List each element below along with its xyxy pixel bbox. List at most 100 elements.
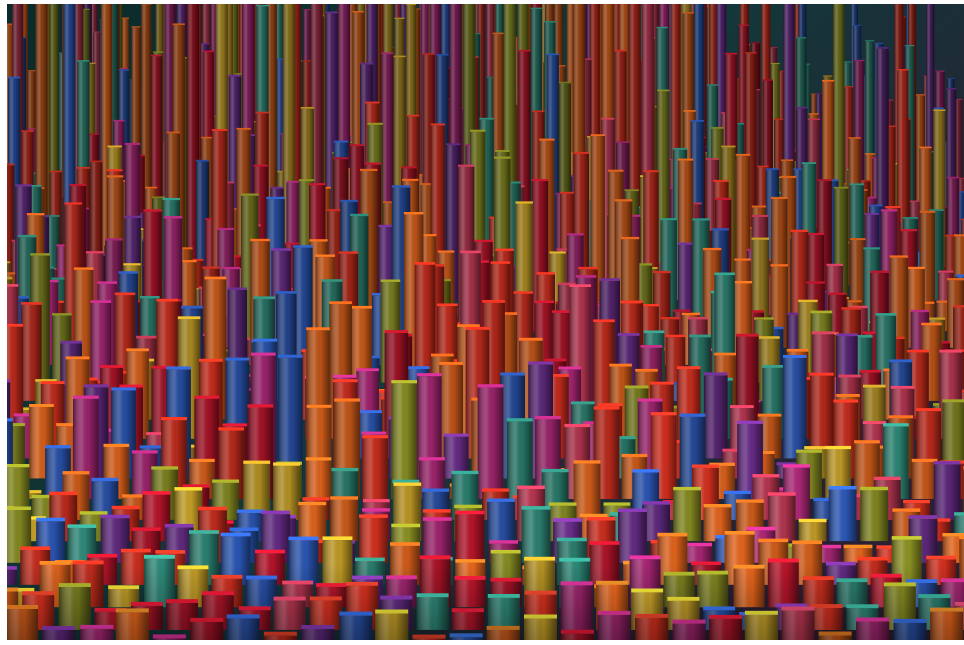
- bar-column-top: [884, 125, 896, 128]
- bar-column-top: [322, 536, 353, 540]
- bar-column-top: [844, 86, 854, 88]
- bar-column-top: [714, 352, 736, 356]
- bar-column-top: [629, 555, 661, 560]
- bar-column-gloss: [566, 4, 577, 248]
- bar-column-top: [422, 517, 452, 521]
- bar-column-top: [564, 423, 591, 428]
- bar-column-top: [393, 55, 406, 58]
- bar-column-top: [624, 189, 639, 192]
- bar-column-top: [883, 423, 909, 427]
- bar-column-top: [49, 170, 62, 173]
- bar-column-top: [560, 191, 575, 194]
- bar-column-top: [903, 499, 930, 504]
- bar-column-top: [803, 63, 811, 65]
- bar-column-top: [139, 445, 165, 449]
- bar-column-top: [36, 517, 65, 522]
- bar-column-top: [556, 537, 587, 542]
- bar-column-top: [660, 218, 677, 221]
- bar-column-top: [436, 53, 449, 56]
- bar-column-top: [443, 433, 469, 437]
- bar-column-top: [724, 531, 755, 535]
- bar-column-top: [302, 497, 330, 501]
- bar-column-top: [754, 317, 774, 320]
- bar-column-top: [624, 385, 649, 389]
- bar-column-top: [393, 482, 422, 486]
- bar-column-top: [593, 319, 615, 323]
- bar-column-top: [598, 403, 623, 407]
- bar-column-top: [732, 123, 744, 125]
- bar-column-top: [253, 338, 278, 342]
- bar-column-top: [477, 384, 504, 388]
- bar-column-top: [796, 106, 808, 109]
- bar-column-gloss: [362, 438, 388, 499]
- bar-column-top: [787, 312, 806, 315]
- bar-column-gloss: [131, 27, 141, 238]
- bar-column-top: [362, 499, 390, 503]
- bar-column-top: [7, 277, 13, 280]
- bar-column-top: [541, 468, 569, 473]
- bar-column-top: [919, 146, 932, 149]
- bar-column-top: [350, 305, 372, 309]
- bar-column-top: [954, 512, 964, 516]
- bar-column-top: [870, 270, 889, 273]
- bar-column-top: [822, 79, 835, 82]
- bar-column-top: [486, 76, 497, 79]
- bar-column-top: [227, 287, 248, 290]
- bar-column-top: [735, 499, 764, 503]
- bar-column-top: [817, 290, 833, 293]
- bar-column-top: [391, 185, 411, 188]
- bar-column-top: [843, 544, 873, 549]
- bar-column-top: [798, 518, 827, 523]
- bar-column-top: [758, 538, 789, 543]
- bar-column-top: [569, 284, 591, 287]
- bar-column-top: [151, 54, 163, 57]
- bar-column-top: [218, 427, 244, 431]
- bar-column-top: [419, 457, 445, 461]
- bar-column-top: [770, 264, 788, 267]
- bar-column-top: [792, 540, 823, 545]
- bar-column-top: [271, 248, 291, 251]
- bar-column-top: [796, 449, 822, 453]
- bar-column-top: [556, 248, 572, 251]
- bar-column-top: [352, 11, 364, 13]
- bar-column-top: [532, 110, 545, 113]
- bar-column-top: [732, 281, 753, 284]
- bar-column-top: [807, 118, 820, 121]
- bar-column-top: [679, 413, 706, 417]
- bar-column-top: [361, 431, 387, 435]
- bar-column-top: [460, 250, 481, 254]
- bar-column-top: [849, 305, 868, 309]
- bar-column-top: [412, 8, 421, 10]
- bar-column-top: [586, 517, 616, 521]
- bar-column-top: [85, 251, 104, 254]
- bar-column-top: [608, 169, 624, 172]
- bar-column-top: [590, 134, 605, 136]
- bar-column-top: [557, 282, 578, 285]
- bar-column-top: [752, 474, 780, 478]
- bar-column-top: [559, 557, 591, 562]
- bar-column-top: [276, 58, 286, 60]
- bar-column-top: [73, 395, 99, 399]
- bar-column-top: [935, 70, 945, 72]
- bar-column-top: [181, 305, 203, 309]
- bar-column-top: [212, 479, 239, 483]
- bar-column-top: [256, 4, 269, 7]
- bar-column-top: [56, 423, 81, 427]
- bar-column-top: [519, 337, 543, 341]
- bar-column-top: [848, 137, 861, 139]
- bar-column-top: [838, 374, 861, 378]
- bar-column-top: [79, 511, 108, 515]
- bar-column-top: [220, 532, 251, 537]
- bar-column-top: [118, 271, 138, 274]
- bar-column-top: [284, 242, 300, 245]
- bar-column-gloss: [783, 4, 795, 260]
- bar-column-top: [76, 167, 90, 169]
- bar-column-top: [640, 304, 659, 307]
- bar-column-top: [774, 118, 785, 120]
- bar-column-gloss: [911, 462, 938, 499]
- bar-column-top: [276, 291, 297, 294]
- bar-column-top: [195, 159, 210, 162]
- bar-column-top: [91, 477, 119, 482]
- bar-column-top: [422, 509, 451, 513]
- bar-column-top: [113, 119, 125, 122]
